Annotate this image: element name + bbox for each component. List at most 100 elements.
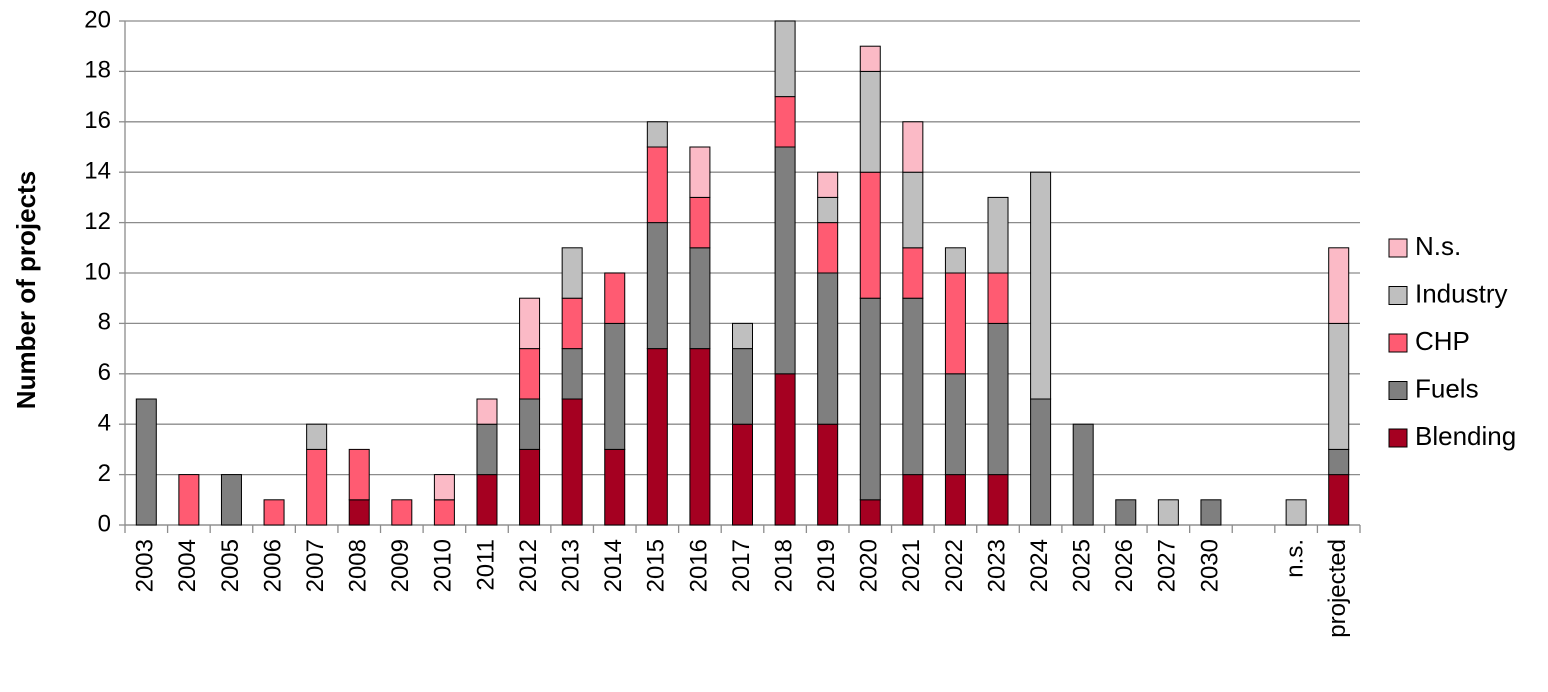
x-tick-label: 2018 — [770, 539, 797, 592]
bar-segment — [1200, 499, 1222, 526]
bar-segment — [987, 272, 1009, 324]
x-tick-label: 2009 — [387, 539, 414, 592]
bar-segment — [476, 423, 498, 476]
legend-label: Industry — [1415, 278, 1508, 308]
bar-segment — [263, 499, 285, 526]
bar-segment — [433, 499, 455, 526]
bar-segment — [732, 423, 753, 526]
bar-segment — [774, 373, 796, 526]
bar-segment — [348, 448, 370, 501]
bar-segment — [1328, 247, 1350, 324]
bar-segment — [859, 171, 881, 299]
bar-segment — [774, 96, 796, 148]
x-tick-label: 2021 — [898, 539, 925, 592]
bar-segment — [519, 398, 541, 450]
x-tick-label: 2027 — [1154, 539, 1181, 592]
x-tick-label: 2022 — [941, 539, 968, 592]
bar-segment — [774, 146, 796, 375]
bar-segment — [1328, 448, 1350, 476]
bar-segment — [902, 121, 924, 173]
bar-segment — [817, 171, 839, 198]
bar-segment — [732, 322, 753, 350]
bar-segment — [689, 247, 711, 350]
bar-segment — [944, 474, 966, 526]
x-tick-label: 2007 — [302, 539, 329, 592]
bar-segment — [561, 297, 583, 350]
bar-segment — [1115, 499, 1137, 526]
legend-swatch — [1388, 286, 1408, 305]
y-tick-label: 18 — [84, 57, 111, 84]
bar-segment — [987, 322, 1009, 476]
bar-segment — [817, 196, 839, 224]
bar-segment — [689, 146, 711, 198]
x-tick-label: 2025 — [1069, 539, 1096, 592]
bar-segment — [1157, 499, 1179, 526]
bar-segment — [519, 297, 541, 350]
x-tick-label: 2015 — [643, 539, 670, 592]
x-tick-label: 2012 — [515, 539, 542, 592]
bar-segment — [732, 348, 753, 425]
bar-segment — [902, 247, 924, 299]
x-tick-label: n.s. — [1281, 539, 1308, 578]
bar-segment — [774, 20, 796, 98]
legend-label: N.s. — [1415, 231, 1461, 261]
bar-segment — [944, 373, 966, 476]
x-tick-label: 2010 — [430, 539, 457, 592]
y-tick-label: 16 — [84, 107, 111, 134]
x-tick-label: 2008 — [345, 539, 372, 592]
x-tick-label: 2023 — [983, 539, 1010, 592]
legend-label: Fuels — [1415, 373, 1479, 403]
x-tick-label: 2013 — [557, 539, 584, 592]
bar-segment — [391, 499, 413, 526]
bar-segment — [604, 272, 626, 324]
x-tick-label: 2011 — [472, 539, 499, 591]
bar-segment — [817, 272, 839, 425]
y-tick-label: 14 — [84, 158, 111, 185]
bar-segment — [902, 297, 924, 476]
bar-segment — [561, 247, 583, 299]
bar-segment — [817, 423, 839, 526]
y-tick-label: 20 — [84, 6, 111, 33]
legend-label: Blending — [1415, 421, 1516, 451]
bar-segment — [859, 297, 881, 501]
bar-segment — [433, 474, 455, 501]
legend-swatch — [1388, 381, 1408, 400]
x-tick-label: projected — [1324, 539, 1351, 638]
bar-segment — [1328, 322, 1350, 450]
bar-segment — [859, 70, 881, 173]
legend-swatch — [1388, 428, 1408, 448]
bar-segment — [135, 398, 157, 526]
x-tick-label: 2017 — [728, 539, 755, 592]
bar-segment — [348, 499, 370, 526]
bar-segment — [689, 196, 711, 249]
bar-segment — [1328, 474, 1350, 526]
bar-segment — [987, 196, 1009, 274]
x-tick-label: 2005 — [217, 539, 244, 592]
bar-segment — [306, 448, 328, 526]
bar-segment — [519, 448, 541, 526]
y-tick-label: 4 — [98, 410, 111, 437]
bar-segment — [561, 398, 583, 526]
bar-segment — [1285, 499, 1307, 526]
x-tick-label: 2026 — [1111, 539, 1138, 592]
y-tick-label: 12 — [84, 208, 111, 235]
bar-segment — [859, 499, 881, 526]
x-tick-label: 2004 — [174, 539, 201, 592]
bar-segment — [859, 45, 881, 72]
y-axis-label: Number of projects — [11, 171, 41, 409]
legend-swatch — [1388, 333, 1408, 353]
legend-swatch — [1388, 238, 1408, 258]
x-tick-label: 2014 — [600, 539, 627, 592]
x-tick-label: 2020 — [856, 539, 883, 592]
bar-segment — [1030, 171, 1052, 400]
bar-segment — [902, 171, 924, 249]
bar-segment — [646, 348, 668, 526]
bar-segment — [220, 474, 242, 526]
bar-segment — [944, 272, 966, 375]
bar-segment — [646, 222, 668, 350]
y-tick-label: 2 — [98, 460, 111, 487]
y-tick-label: 0 — [98, 510, 111, 537]
bar-segment — [306, 423, 328, 450]
legend-label: CHP — [1415, 326, 1470, 356]
